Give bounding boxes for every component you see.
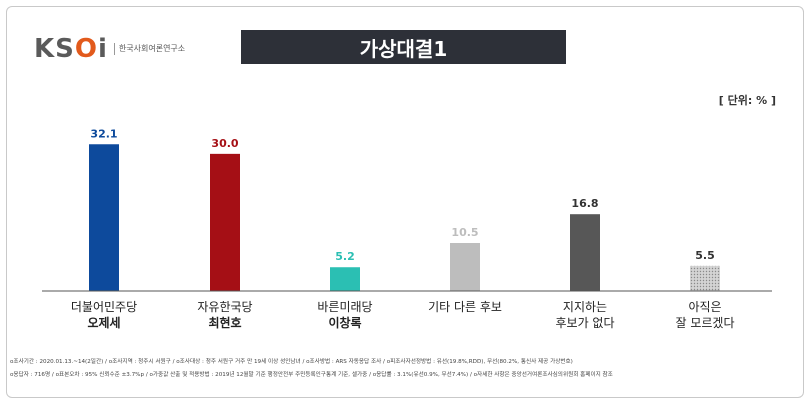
bar-5 <box>690 265 720 291</box>
logo-subtitle: 한국사회여론연구소 <box>113 43 185 55</box>
category-sublabel-0: 오제세 <box>87 315 120 330</box>
value-label-1: 30.0 <box>211 137 238 150</box>
category-label-3: 기타 다른 후보 <box>428 300 502 314</box>
chart-title: 가상대결1 <box>241 30 566 64</box>
value-label-2: 5.2 <box>335 250 355 263</box>
bar-4 <box>570 214 600 291</box>
footnote-line-2: o응답자 : 716명 / o표본오차 : 95% 신뢰수준 ±3.7%p / … <box>10 372 613 378</box>
category-label-1: 자유한국당 <box>197 300 252 314</box>
ksoi-logo: KSOi 한국사회여론연구소 <box>34 34 185 64</box>
category-label-2: 바른미래당 <box>317 300 372 314</box>
bar-1 <box>210 153 240 291</box>
value-label-0: 32.1 <box>90 127 117 140</box>
footnotes: o조사기간 : 2020.01.13.~14(2일간) / o조사지역 : 청주… <box>10 356 800 382</box>
footnote-line-1: o조사기간 : 2020.01.13.~14(2일간) / o조사지역 : 청주… <box>10 359 573 365</box>
category-sublabel-5: 잘 모르겠다 <box>675 316 734 330</box>
category-sublabel-4: 후보가 없다 <box>555 316 614 330</box>
category-label-0: 더불어민주당 <box>71 300 137 314</box>
value-label-4: 16.8 <box>571 197 598 210</box>
bar-0 <box>89 144 119 291</box>
category-sublabel-1: 최현호 <box>208 315 241 330</box>
chart-frame <box>6 6 804 398</box>
category-label-4: 지지하는 <box>563 300 607 314</box>
bar-3 <box>450 243 480 291</box>
value-label-3: 10.5 <box>451 226 478 239</box>
unit-label: [ 단위: % ] <box>718 94 776 107</box>
value-label-5: 5.5 <box>695 249 715 262</box>
category-label-5: 아직은 <box>688 300 721 314</box>
logo-mark: KSOi <box>34 34 108 64</box>
category-sublabel-2: 이창록 <box>328 315 361 330</box>
bar-2 <box>330 267 360 291</box>
